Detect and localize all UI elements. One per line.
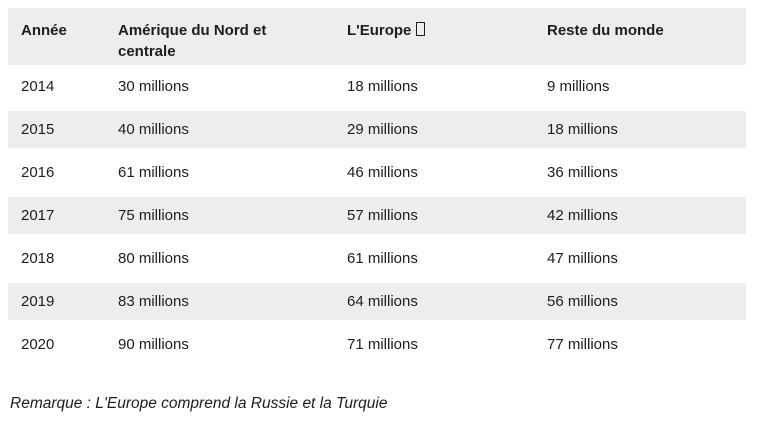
column-header-reste-du-monde: Reste du monde: [534, 8, 746, 65]
cell-year: 2014: [8, 65, 105, 108]
cell-europe: 29 millions: [334, 108, 534, 151]
column-header-amerique-nord-centrale: Amérique du Nord et centrale: [105, 8, 334, 65]
column-header-label: Année: [21, 22, 67, 39]
cell-year: 2016: [8, 151, 105, 194]
cell-year: 2015: [8, 108, 105, 151]
header-row: Année Amérique du Nord et centrale L'Eur…: [8, 8, 746, 65]
cell-reste-du-monde: 56 millions: [534, 280, 746, 323]
table-row: 2014 30 millions 18 millions 9 millions: [8, 65, 746, 108]
cell-reste-du-monde: 9 millions: [534, 65, 746, 108]
column-header-label: Amérique du Nord et centrale: [118, 22, 267, 60]
cell-reste-du-monde: 47 millions: [534, 237, 746, 280]
cell-amerique-nord-centrale: 61 millions: [105, 151, 334, 194]
cell-amerique-nord-centrale: 83 millions: [105, 280, 334, 323]
table-row: 2018 80 millions 61 millions 47 millions: [8, 237, 746, 280]
cell-year: 2017: [8, 194, 105, 237]
cell-year: 2019: [8, 280, 105, 323]
cell-reste-du-monde: 36 millions: [534, 151, 746, 194]
cell-europe: 46 millions: [334, 151, 534, 194]
data-table: Année Amérique du Nord et centrale L'Eur…: [8, 8, 746, 366]
column-header-europe: L'Europe: [334, 8, 534, 65]
column-header-annee: Année: [8, 8, 105, 65]
column-header-label: Reste du monde: [547, 22, 664, 39]
cell-year: 2018: [8, 237, 105, 280]
missing-glyph-icon: [416, 22, 426, 36]
table-row: 2015 40 millions 29 millions 18 millions: [8, 108, 746, 151]
table-row: 2016 61 millions 46 millions 36 millions: [8, 151, 746, 194]
table-row: 2017 75 millions 57 millions 42 millions: [8, 194, 746, 237]
cell-europe: 71 millions: [334, 323, 534, 366]
cell-amerique-nord-centrale: 90 millions: [105, 323, 334, 366]
cell-reste-du-monde: 77 millions: [534, 323, 746, 366]
column-header-label: L'Europe: [347, 22, 412, 39]
cell-europe: 57 millions: [334, 194, 534, 237]
table-row: 2019 83 millions 64 millions 56 millions: [8, 280, 746, 323]
cell-year: 2020: [8, 323, 105, 366]
table-footnote: Remarque : L'Europe comprend la Russie e…: [10, 395, 388, 412]
table-row: 2020 90 millions 71 millions 77 millions: [8, 323, 746, 366]
cell-reste-du-monde: 42 millions: [534, 194, 746, 237]
cell-amerique-nord-centrale: 30 millions: [105, 65, 334, 108]
cell-amerique-nord-centrale: 80 millions: [105, 237, 334, 280]
cell-europe: 18 millions: [334, 65, 534, 108]
cell-europe: 64 millions: [334, 280, 534, 323]
cell-amerique-nord-centrale: 40 millions: [105, 108, 334, 151]
cell-reste-du-monde: 18 millions: [534, 108, 746, 151]
cell-europe: 61 millions: [334, 237, 534, 280]
cell-amerique-nord-centrale: 75 millions: [105, 194, 334, 237]
